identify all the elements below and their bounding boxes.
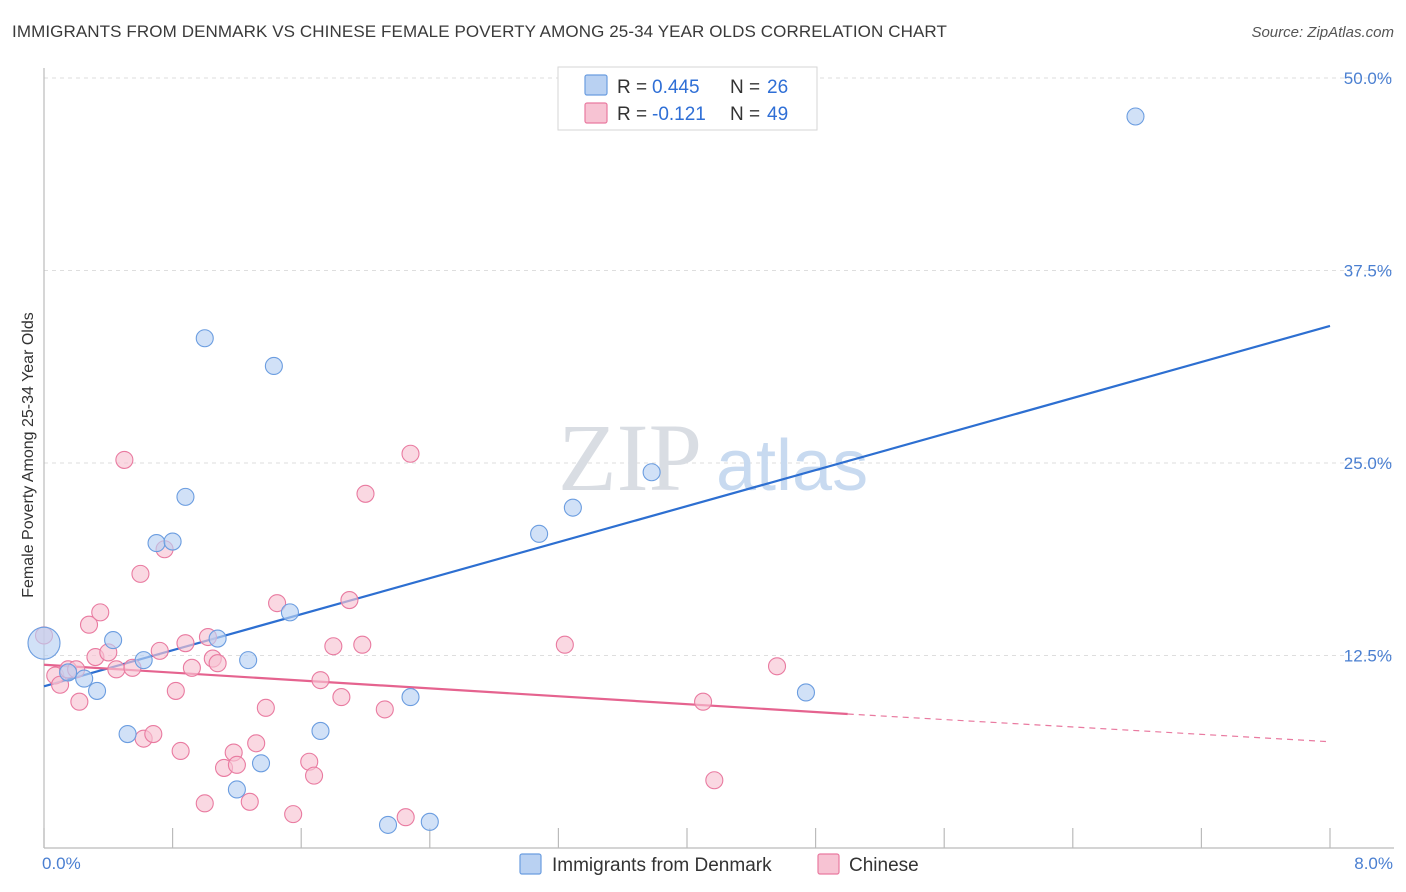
bottom-legend-swatch-chinese	[817, 853, 840, 875]
point-chinese	[171, 741, 190, 761]
point-chinese	[401, 444, 420, 463]
point-chinese	[240, 792, 259, 811]
data-points	[27, 107, 1145, 834]
point-chinese	[705, 771, 724, 790]
bottom-legend-swatch-denmark	[519, 853, 542, 875]
watermark: ZIP atlas	[558, 404, 868, 511]
point-denmark	[134, 651, 153, 670]
legend-n-value-chinese: 49	[767, 104, 788, 125]
point-chinese	[396, 808, 415, 827]
point-chinese	[767, 657, 787, 676]
point-chinese	[311, 671, 330, 690]
trend-line-denmark	[43, 324, 1331, 688]
point-chinese	[107, 660, 126, 679]
x-tick-label: 0.0%	[42, 854, 81, 873]
point-chinese	[144, 724, 163, 744]
chart-title: IMMIGRANTS FROM DENMARK VS CHINESE FEMAL…	[12, 22, 947, 41]
point-chinese	[268, 594, 287, 613]
point-denmark	[1126, 107, 1145, 126]
point-chinese	[166, 681, 185, 700]
y-tick-label: 25.0%	[1344, 454, 1392, 473]
trend-line-chinese-extrapolated	[847, 713, 1331, 743]
point-denmark	[195, 329, 214, 348]
y-axis-label: Female Poverty Among 25-34 Year Olds	[20, 312, 37, 598]
point-denmark	[251, 754, 271, 773]
point-denmark	[239, 651, 258, 670]
trend-lines	[43, 324, 1331, 743]
point-chinese	[247, 734, 266, 753]
point-denmark	[642, 463, 661, 482]
legend-r-value-chinese: -0.121	[652, 104, 706, 125]
point-chinese	[356, 484, 375, 503]
point-chinese	[195, 794, 214, 813]
point-chinese	[227, 755, 246, 774]
point-chinese	[70, 692, 89, 711]
point-denmark	[75, 669, 94, 688]
point-denmark	[27, 626, 61, 660]
legend-swatch-chinese	[584, 102, 608, 124]
point-chinese	[131, 564, 150, 583]
trend-line-chinese	[43, 663, 848, 716]
point-denmark	[104, 631, 123, 650]
point-chinese	[79, 615, 99, 634]
point-denmark	[311, 721, 330, 741]
point-chinese	[176, 634, 195, 653]
legend-n-label-denmark: N =	[730, 77, 760, 98]
watermark-atlas: atlas	[716, 426, 868, 506]
point-chinese	[340, 591, 359, 610]
point-chinese	[375, 700, 394, 719]
x-tick-labels: 0.0% 8.0%	[42, 854, 1393, 873]
point-denmark	[208, 629, 227, 648]
source-label: Source: ZipAtlas.com	[1251, 24, 1394, 41]
point-denmark	[118, 724, 137, 744]
legend-n-label-chinese: N =	[730, 104, 760, 125]
point-denmark	[147, 534, 166, 553]
y-tick-label: 12.5%	[1344, 647, 1392, 666]
gridlines	[44, 77, 1394, 656]
point-denmark	[163, 532, 182, 551]
legend-swatch-denmark	[584, 74, 608, 96]
point-denmark	[280, 603, 299, 622]
point-denmark	[378, 815, 398, 834]
point-chinese	[324, 637, 343, 656]
point-denmark	[796, 683, 816, 702]
point-chinese	[150, 641, 169, 660]
point-chinese	[332, 688, 351, 707]
legend-r-value-denmark: 0.445	[652, 77, 700, 98]
point-denmark	[420, 812, 439, 831]
point-chinese	[284, 805, 303, 824]
point-chinese	[91, 603, 110, 622]
point-denmark	[264, 356, 283, 376]
point-denmark	[401, 688, 420, 707]
point-denmark	[227, 780, 246, 799]
point-denmark	[563, 498, 582, 517]
point-denmark	[87, 681, 107, 700]
legend-n-value-denmark: 26	[767, 77, 788, 98]
y-tick-label: 37.5%	[1344, 262, 1392, 281]
stats-legend: R = 0.445 N = 26 R = -0.121 N = 49	[557, 66, 818, 131]
legend-r-label-chinese: R =	[617, 104, 647, 125]
point-chinese	[694, 692, 713, 711]
point-denmark	[59, 663, 78, 682]
axes	[43, 68, 1394, 849]
y-tick-label: 50.0%	[1344, 69, 1392, 88]
point-chinese	[353, 635, 372, 654]
point-chinese	[555, 635, 574, 654]
legend-r-label-denmark: R =	[617, 77, 647, 98]
point-denmark	[176, 487, 195, 506]
watermark-zip: ZIP	[558, 404, 702, 511]
point-chinese	[256, 698, 275, 717]
point-chinese	[115, 450, 134, 469]
point-chinese	[305, 766, 324, 785]
y-tick-labels: 12.5% 25.0% 37.5% 50.0%	[1344, 69, 1392, 666]
point-chinese	[208, 654, 227, 673]
bottom-legend-label-denmark: Immigrants from Denmark	[552, 855, 772, 876]
x-tick-label: 8.0%	[1354, 854, 1393, 873]
point-denmark	[530, 524, 549, 543]
bottom-legend-label-chinese: Chinese	[849, 855, 919, 876]
series-legend: Immigrants from Denmark Chinese	[519, 853, 919, 876]
point-chinese	[182, 658, 201, 677]
